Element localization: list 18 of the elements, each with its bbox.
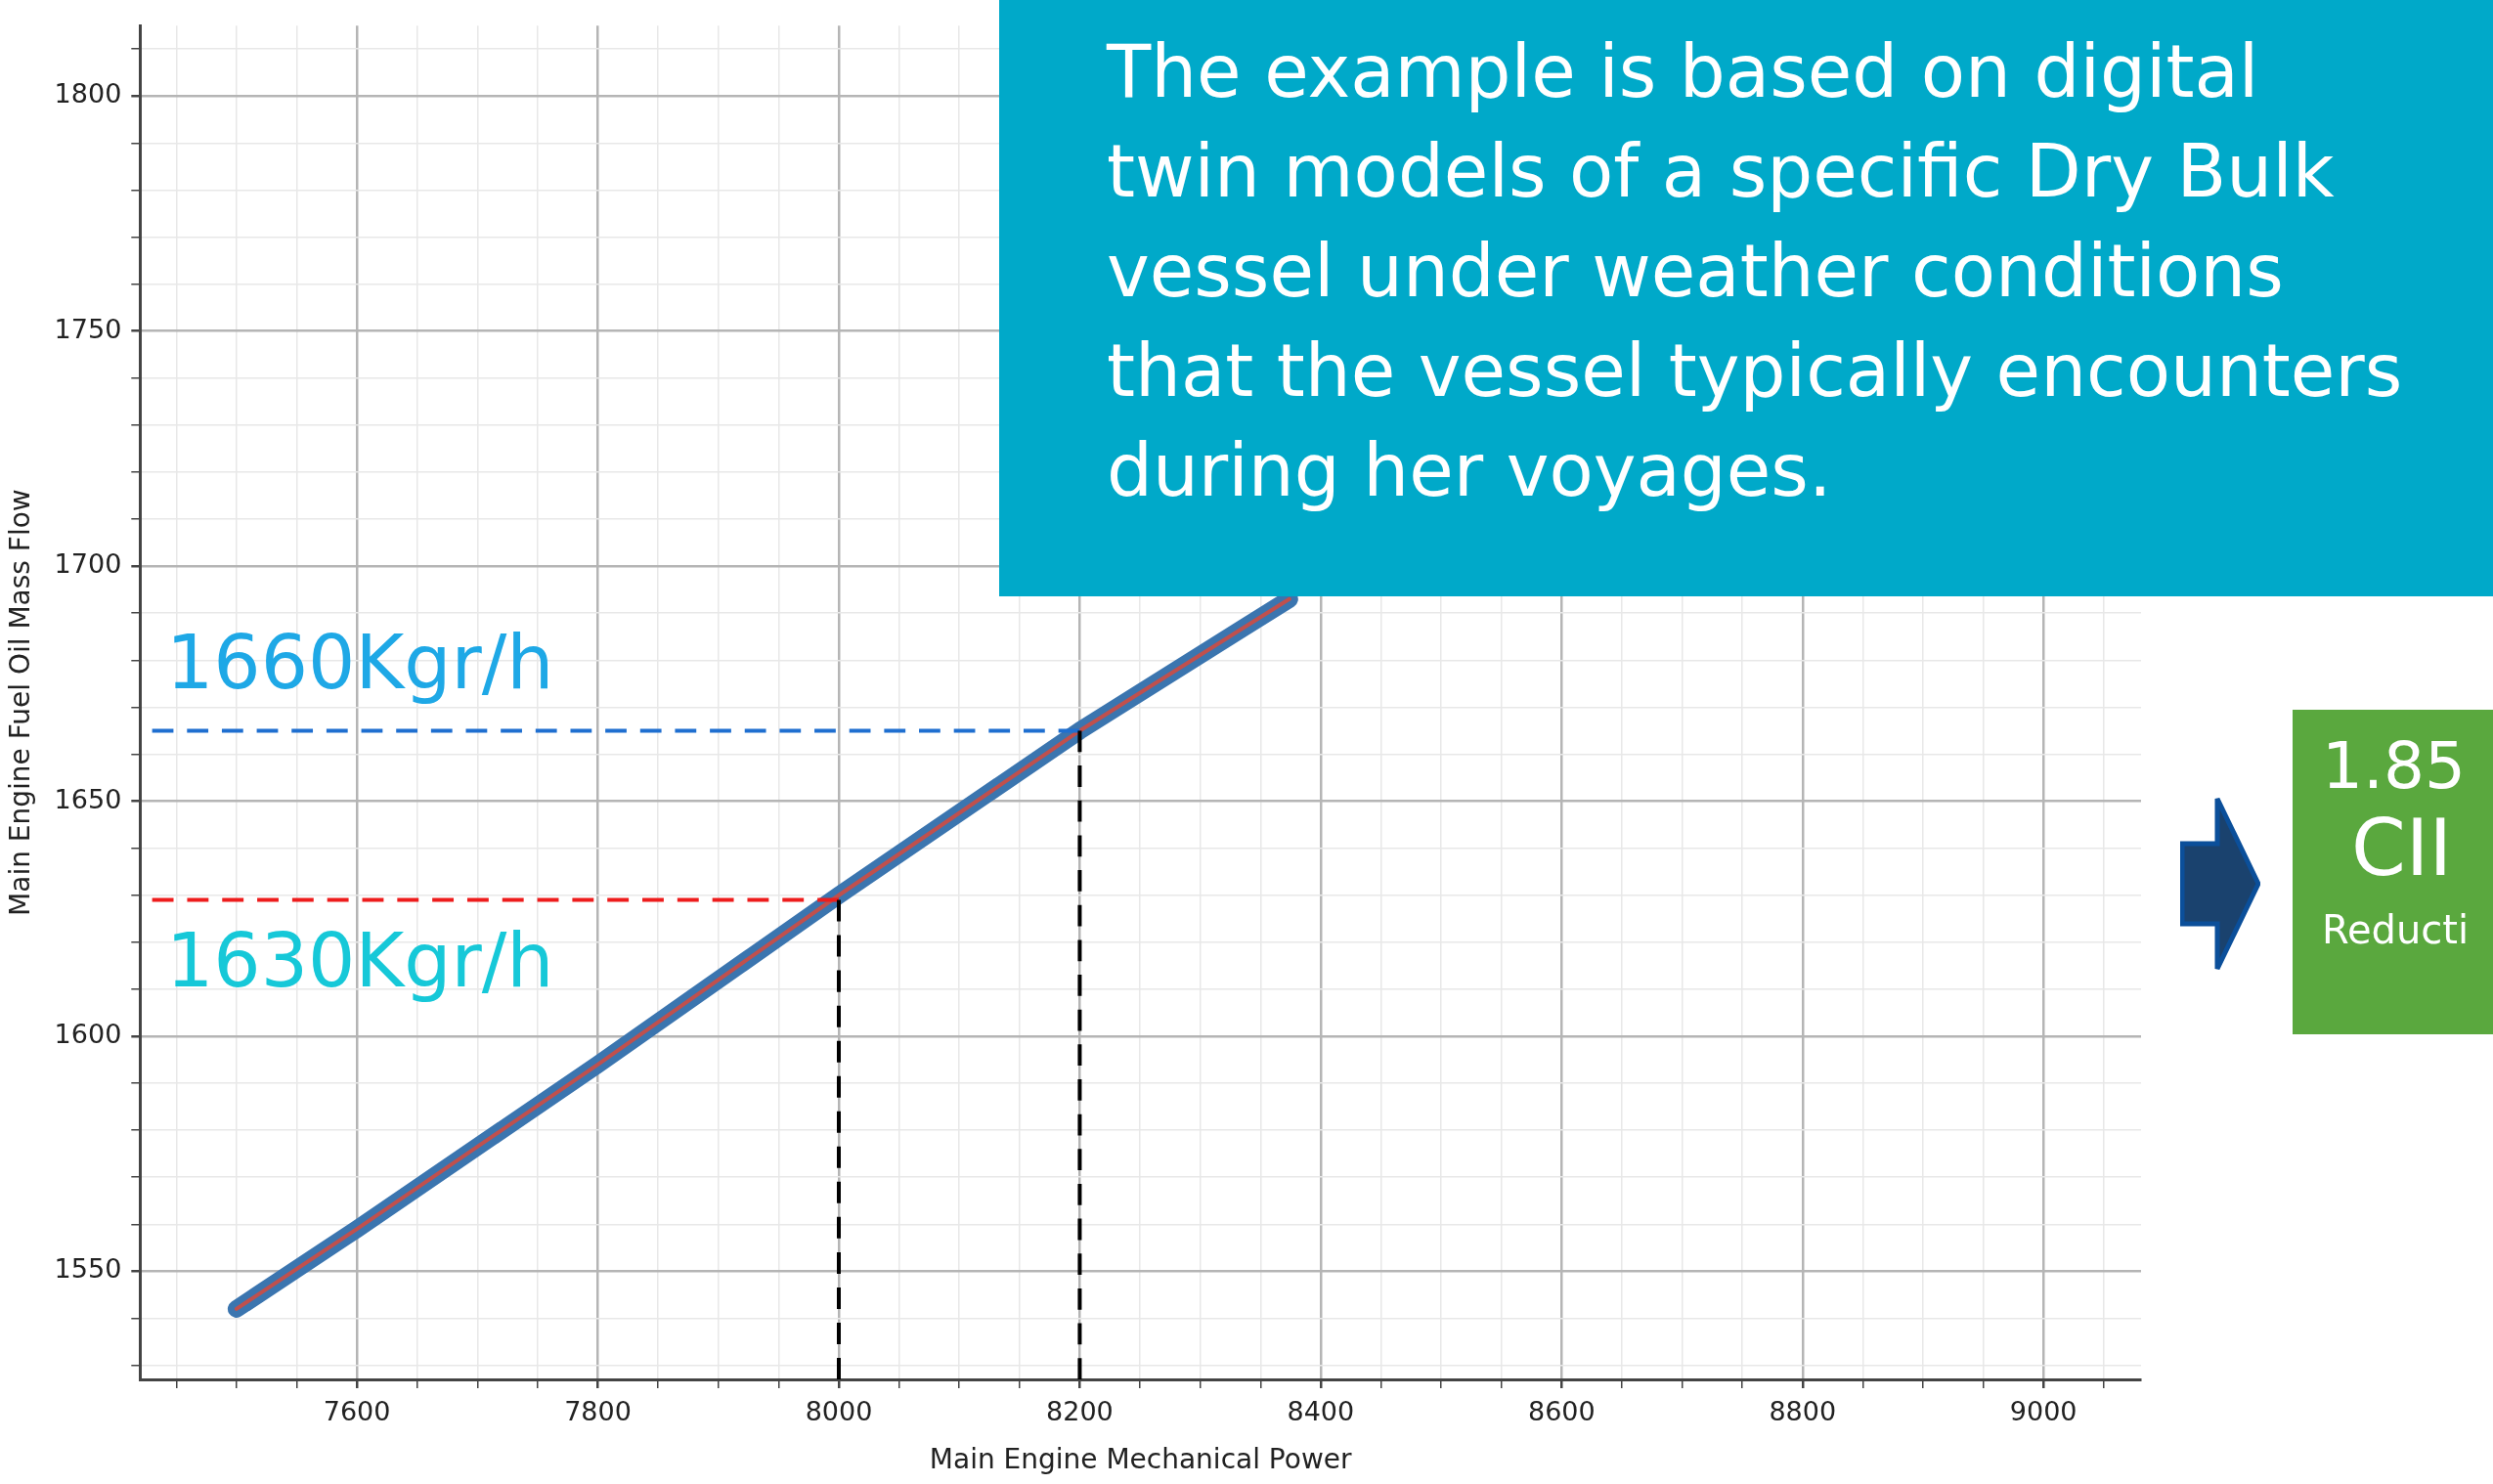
x-tick-label: 8600 [1527, 1396, 1596, 1427]
x-tick-label: 9000 [2009, 1396, 2078, 1427]
y-axis-title: Main Engine Fuel Oil Mass Flow [4, 489, 37, 916]
y-tick-label: 1800 [54, 78, 122, 109]
y-tick-label: 1650 [54, 783, 122, 814]
result-card: 1.85 CII Reducti [2293, 710, 2493, 1034]
annotation: The example is based on digital twin models of a specific Dry Bulk vessel under weather conditions that the vessel typically encounters during her voyages. [999, 0, 2493, 596]
x-tick-label: 7800 [564, 1396, 632, 1427]
y-tick-label: 1550 [54, 1253, 122, 1285]
x-axis-title: Main Engine Mechanical Power [929, 1443, 1352, 1476]
x-tick-label: 8800 [1769, 1396, 1837, 1427]
y-tick-label: 1700 [54, 548, 122, 580]
y-tick-label: 1750 [54, 313, 122, 344]
y-tick-label: 1600 [54, 1019, 122, 1050]
x-tick-label: 8400 [1287, 1396, 1355, 1427]
x-tick-label: 8200 [1046, 1396, 1114, 1427]
x-tick-label: 8000 [805, 1396, 873, 1427]
x-tick-label: 7600 [323, 1396, 391, 1427]
